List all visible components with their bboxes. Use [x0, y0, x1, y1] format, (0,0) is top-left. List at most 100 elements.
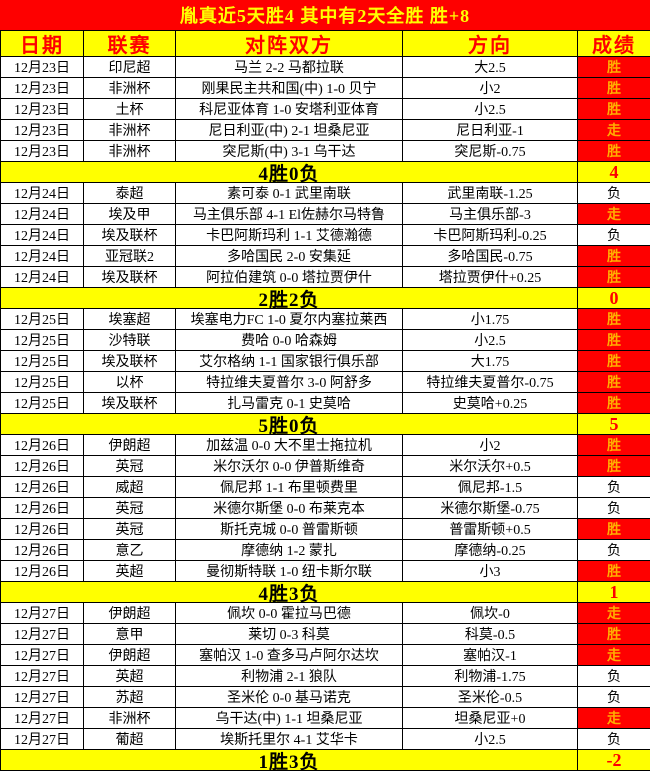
- header-match: 对阵双方: [176, 31, 403, 56]
- result-badge: 负: [578, 498, 650, 518]
- result-badge: 胜: [578, 624, 650, 644]
- match-date: 12月25日: [1, 330, 84, 350]
- header-league: 联赛: [84, 31, 176, 56]
- bet-direction: 卡巴阿斯玛利-0.25: [403, 225, 578, 245]
- result-badge: 胜: [578, 78, 650, 98]
- result-badge: 负: [578, 477, 650, 497]
- match-league: 伊朗超: [84, 645, 176, 665]
- match-teams-score: 塞帕汉 1-0 查多马卢阿尔达坎: [176, 645, 403, 665]
- bet-direction: 史莫哈+0.25: [403, 393, 578, 413]
- match-date: 12月26日: [1, 435, 84, 455]
- match-date: 12月26日: [1, 519, 84, 539]
- match-date: 12月23日: [1, 141, 84, 161]
- result-badge: 胜: [578, 99, 650, 119]
- bet-direction: 佩尼邦-1.5: [403, 477, 578, 497]
- match-teams-score: 刚果民主共和国(中) 1-0 贝宁: [176, 78, 403, 98]
- match-teams-score: 米德尔斯堡 0-0 布莱克本: [176, 498, 403, 518]
- day-summary-row: 2胜2负 0: [1, 288, 650, 311]
- match-date: 12月25日: [1, 351, 84, 371]
- match-date: 12月24日: [1, 225, 84, 245]
- table-row: 12月24日 埃及联杯 阿拉伯建筑 0-0 塔拉贾伊什 塔拉贾伊什+0.25 胜: [1, 267, 650, 288]
- match-league: 沙特联: [84, 330, 176, 350]
- bet-direction: 武里南联-1.25: [403, 183, 578, 203]
- match-league: 亚冠联2: [84, 246, 176, 266]
- match-date: 12月23日: [1, 120, 84, 140]
- bet-direction: 普雷斯顿+0.5: [403, 519, 578, 539]
- match-league: 印尼超: [84, 57, 176, 77]
- match-league: 非洲杯: [84, 78, 176, 98]
- bet-direction: 利物浦-1.75: [403, 666, 578, 686]
- table-row: 12月26日 威超 佩尼邦 1-1 布里顿费里 佩尼邦-1.5 负: [1, 477, 650, 498]
- result-badge: 负: [578, 183, 650, 203]
- match-date: 12月23日: [1, 57, 84, 77]
- match-date: 12月27日: [1, 708, 84, 728]
- match-league: 埃及联杯: [84, 225, 176, 245]
- match-teams-score: 卡巴阿斯玛利 1-1 艾德瀚德: [176, 225, 403, 245]
- match-teams-score: 马兰 2-2 马都拉联: [176, 57, 403, 77]
- result-badge: 胜: [578, 57, 650, 77]
- bet-direction: 大1.75: [403, 351, 578, 371]
- match-date: 12月26日: [1, 477, 84, 497]
- match-date: 12月27日: [1, 687, 84, 707]
- bet-direction: 突尼斯-0.75: [403, 141, 578, 161]
- result-badge: 胜: [578, 561, 650, 581]
- table-row: 12月27日 苏超 圣米伦 0-0 基马诺克 圣米伦-0.5 负: [1, 687, 650, 708]
- table-row: 12月26日 伊朗超 加兹温 0-0 大不里士拖拉机 小2 胜: [1, 435, 650, 456]
- table-row: 12月26日 英冠 米尔沃尔 0-0 伊普斯维奇 米尔沃尔+0.5 胜: [1, 456, 650, 477]
- match-teams-score: 埃斯托里尔 4-1 艾华卡: [176, 729, 403, 749]
- match-league: 埃及联杯: [84, 267, 176, 287]
- table-row: 12月27日 葡超 埃斯托里尔 4-1 艾华卡 小2.5 负: [1, 729, 650, 750]
- match-teams-score: 尼日利亚(中) 2-1 坦桑尼亚: [176, 120, 403, 140]
- match-league: 非洲杯: [84, 708, 176, 728]
- match-teams-score: 佩尼邦 1-1 布里顿费里: [176, 477, 403, 497]
- result-badge: 负: [578, 225, 650, 245]
- table-row: 12月25日 埃及联杯 扎马雷克 0-1 史莫哈 史莫哈+0.25 胜: [1, 393, 650, 414]
- result-badge: 胜: [578, 267, 650, 287]
- result-badge: 负: [578, 729, 650, 749]
- bet-direction: 小2: [403, 435, 578, 455]
- day-summary-label: 4胜3负: [1, 582, 578, 605]
- match-league: 以杯: [84, 372, 176, 392]
- bet-direction: 科莫-0.5: [403, 624, 578, 644]
- match-teams-score: 埃塞电力FC 1-0 夏尔内塞拉莱西: [176, 309, 403, 329]
- match-league: 泰超: [84, 183, 176, 203]
- match-teams-score: 米尔沃尔 0-0 伊普斯维奇: [176, 456, 403, 476]
- table-row: 12月24日 亚冠联2 多哈国民 2-0 安集延 多哈国民-0.75 胜: [1, 246, 650, 267]
- match-teams-score: 斯托克城 0-0 普雷斯顿: [176, 519, 403, 539]
- bet-direction: 大2.5: [403, 57, 578, 77]
- bet-direction: 塞帕汉-1: [403, 645, 578, 665]
- table-row: 12月26日 英超 曼彻斯特联 1-0 纽卡斯尔联 小3 胜: [1, 561, 650, 582]
- result-badge: 走: [578, 120, 650, 140]
- match-date: 12月23日: [1, 78, 84, 98]
- match-league: 英超: [84, 666, 176, 686]
- bet-direction: 摩德纳-0.25: [403, 540, 578, 560]
- bet-direction: 圣米伦-0.5: [403, 687, 578, 707]
- result-badge: 负: [578, 687, 650, 707]
- match-league: 意乙: [84, 540, 176, 560]
- match-date: 12月27日: [1, 645, 84, 665]
- match-league: 埃及联杯: [84, 351, 176, 371]
- record-banner: 胤真近5天胜4 其中有2天全胜 胜+8: [0, 0, 650, 30]
- bet-direction: 小2.5: [403, 330, 578, 350]
- match-date: 12月24日: [1, 267, 84, 287]
- match-league: 埃及甲: [84, 204, 176, 224]
- match-league: 威超: [84, 477, 176, 497]
- match-date: 12月25日: [1, 372, 84, 392]
- bet-direction: 特拉维夫夏普尔-0.75: [403, 372, 578, 392]
- match-teams-score: 佩坎 0-0 霍拉马巴德: [176, 603, 403, 623]
- match-date: 12月26日: [1, 540, 84, 560]
- table-row: 12月23日 土杯 科尼亚体育 1-0 安塔利亚体育 小2.5 胜: [1, 99, 650, 120]
- result-badge: 走: [578, 603, 650, 623]
- bet-direction: 米德尔斯堡-0.75: [403, 498, 578, 518]
- table-row: 12月26日 意乙 摩德纳 1-2 蒙扎 摩德纳-0.25 负: [1, 540, 650, 561]
- day-summary-score: 1: [578, 582, 650, 602]
- table-body: 12月23日 印尼超 马兰 2-2 马都拉联 大2.5 胜 12月23日 非洲杯 刚果民主共和…: [1, 57, 650, 773]
- match-date: 12月26日: [1, 561, 84, 581]
- match-date: 12月27日: [1, 666, 84, 686]
- table-row: 12月24日 泰超 素可泰 0-1 武里南联 武里南联-1.25 负: [1, 183, 650, 204]
- match-teams-score: 多哈国民 2-0 安集延: [176, 246, 403, 266]
- result-badge: 胜: [578, 330, 650, 350]
- match-league: 葡超: [84, 729, 176, 749]
- match-league: 意甲: [84, 624, 176, 644]
- table-row: 12月23日 非洲杯 刚果民主共和国(中) 1-0 贝宁 小2 胜: [1, 78, 650, 99]
